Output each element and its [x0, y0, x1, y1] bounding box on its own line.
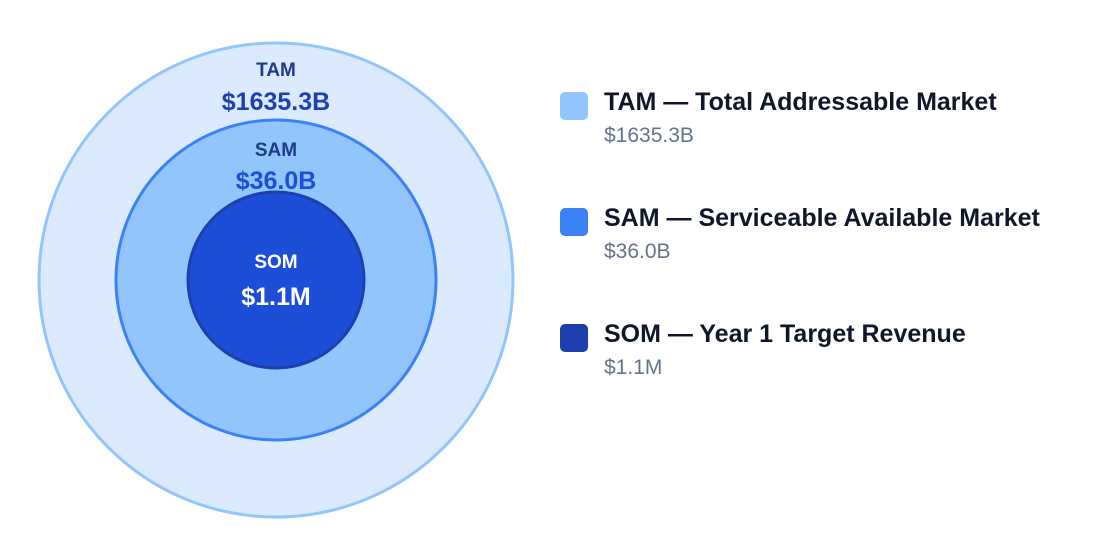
legend-item-tam: TAM — Total Addressable Market $1635.3B [560, 88, 1100, 204]
tam-legend-title: TAM — Total Addressable Market [604, 88, 997, 117]
legend: TAM — Total Addressable Market $1635.3B … [560, 88, 1100, 436]
legend-item-som: SOM — Year 1 Target Revenue $1.1M [560, 320, 1100, 436]
tam-circle-label: TAM [256, 60, 296, 81]
som-swatch [560, 324, 588, 352]
sam-circle-label: SAM [255, 140, 297, 161]
nested-circles-chart: TAM $1635.3B SAM $36.0B SOM $1.1M [0, 0, 540, 560]
tam-circle-value: $1635.3B [222, 88, 330, 116]
tam-legend-value: $1635.3B [604, 124, 694, 148]
som-legend-title: SOM — Year 1 Target Revenue [604, 320, 966, 349]
sam-legend-title: SAM — Serviceable Available Market [604, 204, 1040, 233]
tam-swatch [560, 92, 588, 120]
som-circle [188, 192, 364, 368]
som-circle-value: $1.1M [241, 283, 310, 311]
som-circle-label: SOM [254, 252, 297, 273]
som-legend-value: $1.1M [604, 356, 662, 380]
sam-legend-value: $36.0B [604, 240, 671, 264]
legend-item-sam: SAM — Serviceable Available Market $36.0… [560, 204, 1100, 320]
sam-swatch [560, 208, 588, 236]
